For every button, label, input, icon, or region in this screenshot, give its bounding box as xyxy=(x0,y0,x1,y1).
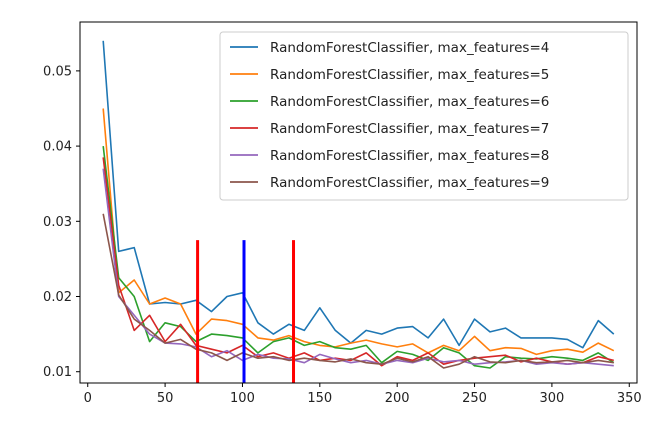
legend-box xyxy=(219,31,629,201)
legend-label: RandomForestClassifier, max_features=9 xyxy=(270,175,549,191)
legend-label: RandomForestClassifier, max_features=6 xyxy=(270,94,549,110)
y-tick-label: 0.02 xyxy=(43,290,72,305)
plot-lines xyxy=(102,40,615,369)
series-line-4 xyxy=(102,157,614,367)
x-tick-label: 150 xyxy=(307,391,332,406)
series-line-2 xyxy=(102,108,615,356)
x-tick-label: 350 xyxy=(617,391,642,406)
x-tick-label: 300 xyxy=(539,391,564,406)
series-line-6 xyxy=(102,213,614,369)
x-tick-label: 250 xyxy=(462,391,487,406)
series-line-1 xyxy=(102,40,615,349)
plot-frame xyxy=(79,21,638,384)
x-tick-label: 50 xyxy=(157,391,174,406)
y-tick-label: 0.03 xyxy=(43,215,72,230)
legend-label: RandomForestClassifier, max_features=7 xyxy=(270,121,549,137)
legend-label: RandomForestClassifier, max_features=4 xyxy=(270,40,549,56)
y-axis: 0.01 0.02 0.03 0.04 0.05 xyxy=(43,64,80,380)
legend-label: RandomForestClassifier, max_features=8 xyxy=(270,148,549,164)
y-tick-label: 0.05 xyxy=(43,64,72,79)
y-tick-label: 0.01 xyxy=(43,365,72,380)
legend-label: RandomForestClassifier, max_features=5 xyxy=(270,67,549,83)
x-tick-label: 100 xyxy=(230,391,255,406)
x-tick-label: 200 xyxy=(385,391,410,406)
x-tick-label: 0 xyxy=(84,391,92,406)
legend: RandomForestClassifier, max_features=4 Ra… xyxy=(219,31,629,201)
y-tick-label: 0.04 xyxy=(43,140,72,155)
x-axis: 0 50 100 150 200 250 300 350 xyxy=(84,383,642,406)
marker-lines xyxy=(196,240,296,383)
